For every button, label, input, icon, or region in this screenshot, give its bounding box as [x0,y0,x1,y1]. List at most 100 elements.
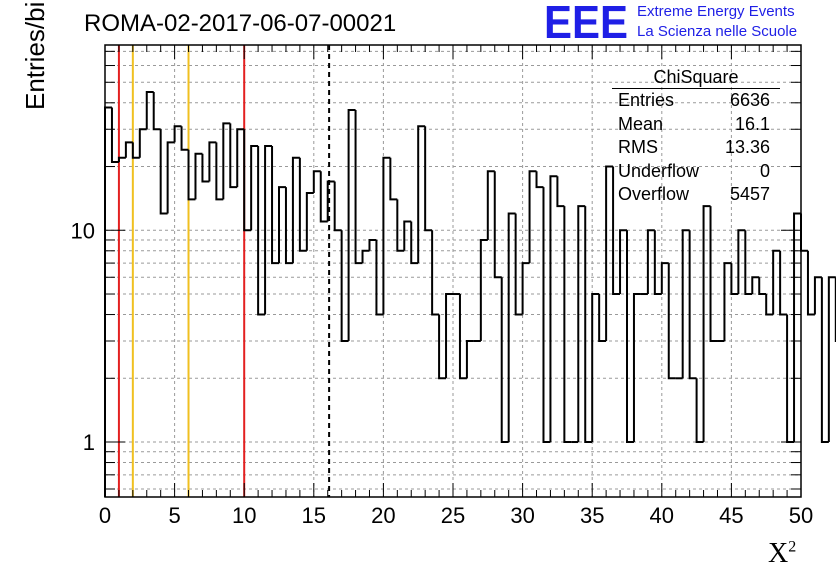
histogram-bin [653,230,662,296]
histogram-bin [779,250,788,316]
histogram-bin [410,221,419,265]
histogram-bin [333,181,342,232]
histogram-bin [521,262,530,315]
stats-value: 0 [759,160,770,181]
histogram-bin [104,106,112,497]
histogram-bin [751,276,760,295]
histogram-bin [208,141,217,182]
x-tick-label: 35 [580,503,604,528]
histogram-bin [326,180,335,222]
stats-row-rms: RMS 13.36 [612,136,780,160]
histogram-bin [772,249,781,315]
histogram-bin [806,250,815,316]
histogram-bin [110,107,119,164]
stats-title: ChiSquare [612,66,780,89]
histogram-bin [549,175,558,443]
histogram-bin [813,276,822,315]
histogram-bin [619,229,627,295]
histogram-bin [556,176,565,208]
histogram-bin [424,126,433,232]
histogram-bin [375,239,384,316]
stats-value: 6636 [729,90,770,110]
histogram-bin [389,157,398,201]
histogram-bin [827,276,836,443]
x-axis-symbol: X [768,538,789,569]
brand-line-2: La Scienza nelle Scuole [637,23,798,40]
histogram-bin [709,206,718,342]
histogram-bin [187,149,196,201]
stats-value: 16.1 [734,113,770,134]
histogram-bin [500,277,509,444]
histogram-bin [793,212,801,443]
chart-title: ROMA-02-2017-06-07-00021 [84,10,397,37]
histogram-bin [354,109,363,265]
histogram-bin [271,146,279,265]
histogram-bin [681,229,690,379]
x-tick-label: 50 [789,503,813,528]
stats-box: ChiSquare Entries 6636 Mean 16.1 RMS 13.36 … [612,66,780,207]
histogram-bin [131,142,140,159]
stats-label: Entries [618,90,675,110]
histogram-bin [737,229,746,295]
histogram-bin [765,294,774,316]
histogram-bin [298,157,307,252]
histogram-bin [264,145,273,315]
histogram-bin [222,122,231,200]
histogram-bin [117,156,126,163]
eee-logo: EEE [544,2,628,42]
histogram-bin [723,262,732,341]
histogram-bin [605,165,614,341]
histogram-bin [758,277,767,296]
histogram-bin [486,170,495,240]
histogram-bin [166,141,175,214]
x-axis-label: X2 [768,538,796,570]
histogram-bin [194,152,203,200]
histogram-bin [493,171,502,279]
histogram-bin [312,170,321,193]
histogram-bin [180,126,189,151]
logo-text: EEE [544,2,628,42]
histogram-bin [368,238,377,251]
histogram-bin [173,125,182,143]
histogram-bin [152,91,161,131]
histogram-bin [702,205,711,443]
histogram-bin [667,263,676,380]
histogram-bin [688,230,697,380]
histogram-bin [347,108,356,341]
x-tick-label: 20 [371,503,395,528]
axis-tick-labels: 0 5 10 15 20 25 30 35 40 45 50 1 10 [71,218,814,528]
y-tick-label: 1 [83,430,95,455]
stats-label: Overflow [618,184,690,204]
stats-label: Mean [618,113,664,134]
stats-row-underflow: Underflow 0 [612,160,780,184]
stats-row-entries: Entries 6636 [612,89,780,113]
histogram-bin [744,230,753,296]
histogram-bin [626,230,634,444]
histogram-bin [542,187,551,444]
histogram-bin [598,294,607,342]
histogram-bin [577,205,586,443]
x-axis-superscript: 2 [788,538,797,556]
histogram-bin [465,339,474,379]
histogram-bin [507,212,516,443]
grid-lines [105,45,801,497]
x-tick-label: 30 [510,503,534,528]
histogram-bin [438,314,447,380]
histogram-bin [431,230,440,316]
histogram-bin [145,90,154,130]
histogram-bin [396,199,405,252]
histogram-bin [730,263,739,296]
x-tick-label: 45 [719,503,743,528]
brand-line-1: Extreme Energy Events [637,3,795,20]
histogram-bin [250,145,259,231]
x-tick-label: 10 [232,503,256,528]
histogram-bin [535,171,544,189]
stats-label: Underflow [618,160,700,181]
stats-value: 13.36 [724,137,770,157]
histogram-bin [201,153,210,183]
histogram-bin [284,187,293,265]
x-tick-label: 40 [650,503,674,528]
stats-value: 5457 [729,184,770,204]
histogram-bin [215,142,224,201]
histogram-bin [403,220,412,251]
